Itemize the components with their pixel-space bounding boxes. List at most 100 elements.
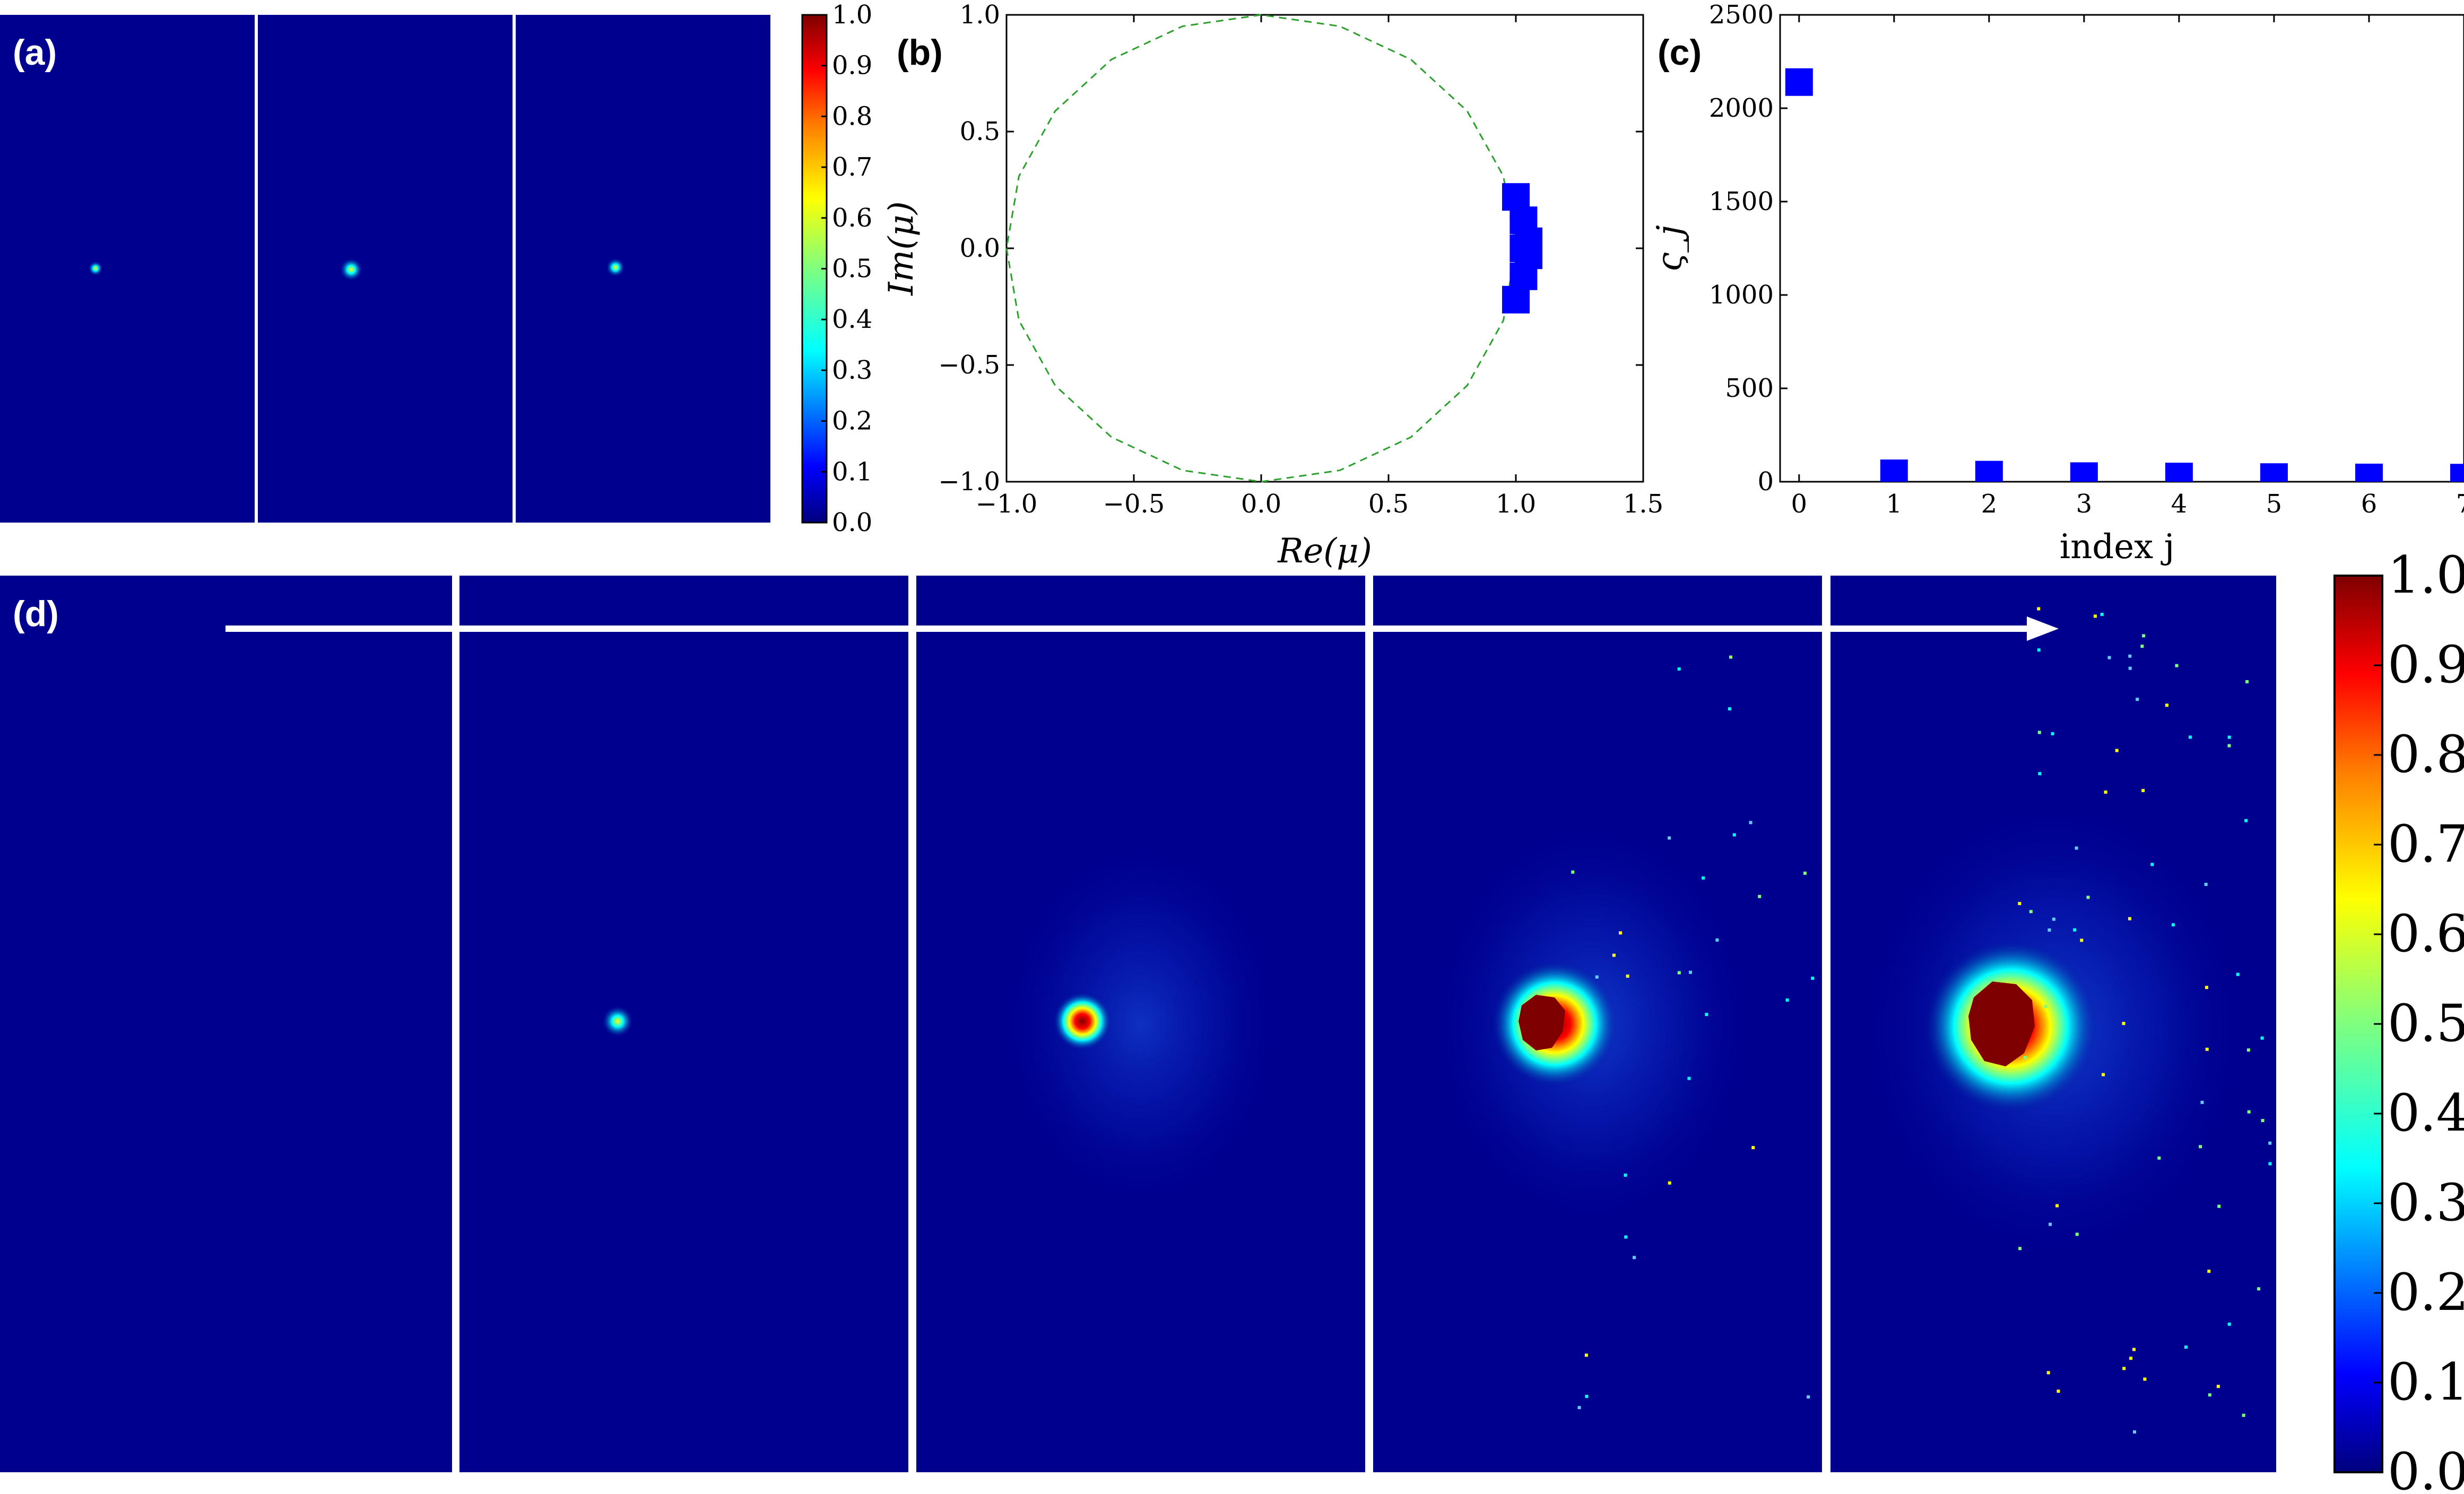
panel-b-xtick-label: 0.0 bbox=[1241, 489, 1281, 519]
panel-d-spot-3 bbox=[1053, 992, 1112, 1050]
panel-d-field-2 bbox=[459, 576, 908, 1472]
colorbar-a-tick-label: 0.6 bbox=[832, 203, 872, 233]
panel-d-speck bbox=[2107, 656, 2111, 659]
colorbar-d-tick-label: 0.1 bbox=[2388, 1352, 2464, 1412]
panel-d-speck bbox=[2128, 917, 2131, 920]
panel-d-field-1 bbox=[0, 576, 452, 1472]
panel-c-xlabel: index j bbox=[2060, 527, 2175, 567]
colorbar-a-tick-label: 1.0 bbox=[832, 0, 872, 30]
panel-d-speck bbox=[2133, 1430, 2137, 1434]
colorbar-a-tick-label: 0.1 bbox=[832, 457, 872, 487]
panel-d-speck bbox=[2037, 648, 2041, 652]
panel-d-speck bbox=[2038, 772, 2042, 776]
panel-c-xtick-label: 6 bbox=[2361, 489, 2378, 519]
colorbar-a-tick-label: 0.7 bbox=[832, 152, 872, 182]
panel-c-ytick-label: 1000 bbox=[1709, 280, 1774, 310]
panel-d-speck bbox=[2200, 1100, 2204, 1104]
colorbar-a-tick-label: 0.2 bbox=[832, 406, 872, 436]
colorbar-d-tick-label: 1.0 bbox=[2388, 545, 2464, 605]
panel-d-speck bbox=[2102, 1073, 2105, 1076]
panel-a-spot-2 bbox=[340, 258, 363, 281]
panel-b-xtick-label: −1.0 bbox=[976, 489, 1038, 519]
panel-b-points bbox=[1502, 183, 1542, 314]
colorbar-d-ticks: 0.0 0.1 0.2 0.3 0.4 0.5 0.6 0.7 0.8 0.9 1.0 bbox=[2374, 545, 2464, 1494]
colorbar-a-tick-label: 0.3 bbox=[832, 355, 872, 385]
panel-d-speck bbox=[1785, 998, 1789, 1002]
panel-d-speck bbox=[1668, 836, 1671, 840]
panel-d-speck bbox=[2044, 1004, 2047, 1008]
panel-d-speck bbox=[1577, 1406, 1581, 1410]
panel-b-xtick-label: 0.5 bbox=[1368, 489, 1409, 519]
panel-a-field-3 bbox=[516, 15, 770, 523]
panel-d-speck bbox=[1571, 870, 1575, 874]
panel-c-point bbox=[2070, 462, 2098, 482]
panel-d-speck bbox=[2143, 1377, 2147, 1381]
panel-d-speck bbox=[2132, 1348, 2136, 1351]
panel-d-speck bbox=[2207, 1270, 2211, 1273]
panel-d-speck bbox=[2171, 923, 2175, 927]
panel-d: (d) bbox=[0, 576, 2276, 1472]
panel-d-speck bbox=[1728, 707, 1731, 711]
panel-d-blob-5 bbox=[1968, 981, 2035, 1066]
panel-b-axes bbox=[1005, 14, 1644, 483]
panel-b-ticks: −1.0 −0.5 0.0 0.5 1.0 1.5 −1.0 −0.5 0.0 0.5 1.0 bbox=[938, 0, 1663, 519]
colorbar-d-tick-label: 0.3 bbox=[2388, 1173, 2464, 1232]
panel-d-speck bbox=[1677, 971, 1681, 975]
panel-a-field-2 bbox=[258, 15, 513, 523]
panel-a-spot-1 bbox=[88, 261, 103, 276]
panel-d-speck bbox=[2184, 1345, 2188, 1349]
panel-d-speck bbox=[2261, 1119, 2265, 1123]
panel-d-speck bbox=[2128, 666, 2132, 670]
panel-c-ytick-label: 0 bbox=[1757, 467, 1774, 497]
panel-c-point bbox=[1785, 68, 1813, 96]
panel-d-speck bbox=[2246, 1048, 2250, 1052]
colorbar-d: 0.0 0.1 0.2 0.3 0.4 0.5 0.6 0.7 0.8 0.9 1.0 bbox=[2333, 545, 2464, 1494]
panel-d-speck bbox=[2080, 939, 2084, 942]
panel-d-speck bbox=[1595, 975, 1599, 979]
colorbar-a-ticks: 0.0 0.1 0.2 0.3 0.4 0.5 0.6 0.7 0.8 0.9 1.0 bbox=[821, 0, 872, 537]
panel-c-label: (c) bbox=[1658, 32, 1702, 73]
panel-b-xlabel: Re(μ) bbox=[1277, 532, 1372, 571]
panel-d-speck bbox=[2227, 735, 2231, 739]
panel-a-label: (a) bbox=[13, 32, 57, 73]
panel-d-speck bbox=[2122, 1022, 2125, 1026]
panel-d-speck bbox=[2268, 1141, 2272, 1145]
panel-d-label: (d) bbox=[13, 594, 59, 634]
panel-b-ytick-label: 1.0 bbox=[960, 0, 1000, 30]
panel-d-speck bbox=[2018, 1247, 2022, 1250]
panel-d-speck bbox=[2188, 735, 2192, 739]
panel-d-speck bbox=[2242, 1413, 2245, 1417]
colorbar-d-tick-label: 0.4 bbox=[2388, 1083, 2464, 1143]
panel-c-xtick-label: 2 bbox=[1981, 489, 1998, 519]
panel-b-point bbox=[1509, 262, 1538, 290]
panel-d-speck bbox=[2073, 928, 2077, 932]
panel-c: 0 1 2 3 4 5 6 7 0 500 1000 1500 2000 2500 index j ς_j… bbox=[1650, 0, 2464, 567]
panel-d-speck bbox=[2247, 1110, 2251, 1114]
panel-c-point bbox=[1975, 461, 2003, 482]
panel-d-speck bbox=[2140, 645, 2144, 648]
panel-c-ticks: 0 1 2 3 4 5 6 7 0 500 1000 1500 2000 2500 bbox=[1709, 0, 2464, 519]
panel-c-axes bbox=[1779, 14, 2464, 483]
panel-d-speck bbox=[1689, 970, 1693, 974]
panel-d-speck bbox=[1585, 1395, 1589, 1399]
panel-d-speck bbox=[1729, 655, 1732, 659]
panel-d-speck bbox=[2217, 1204, 2221, 1208]
panel-c-point bbox=[1880, 459, 1908, 482]
panel-d-speck bbox=[1624, 1235, 1628, 1239]
panel-c-ytick-label: 500 bbox=[1725, 374, 1774, 403]
colorbar-d-tick-label: 0.5 bbox=[2388, 994, 2464, 1053]
panel-a-field-1 bbox=[0, 15, 255, 523]
panel-d-speck bbox=[2204, 882, 2208, 886]
panel-d-speck bbox=[2051, 732, 2054, 735]
panel-d-speck bbox=[2057, 1389, 2060, 1393]
colorbar-a: 0.0 0.1 0.2 0.3 0.4 0.5 0.6 0.7 0.8 0.9 1.0 bbox=[801, 0, 872, 537]
panel-b-xtick-label: −0.5 bbox=[1103, 489, 1165, 519]
panel-d-speck bbox=[1732, 833, 1736, 837]
panel-d-blob-4 bbox=[1519, 995, 1565, 1050]
panel-d-speck bbox=[1687, 1076, 1691, 1080]
panel-d-speck bbox=[2236, 972, 2240, 976]
panel-c-point bbox=[2165, 463, 2193, 482]
panel-d-speck bbox=[2141, 789, 2145, 793]
panel-d-speck bbox=[1677, 667, 1681, 671]
